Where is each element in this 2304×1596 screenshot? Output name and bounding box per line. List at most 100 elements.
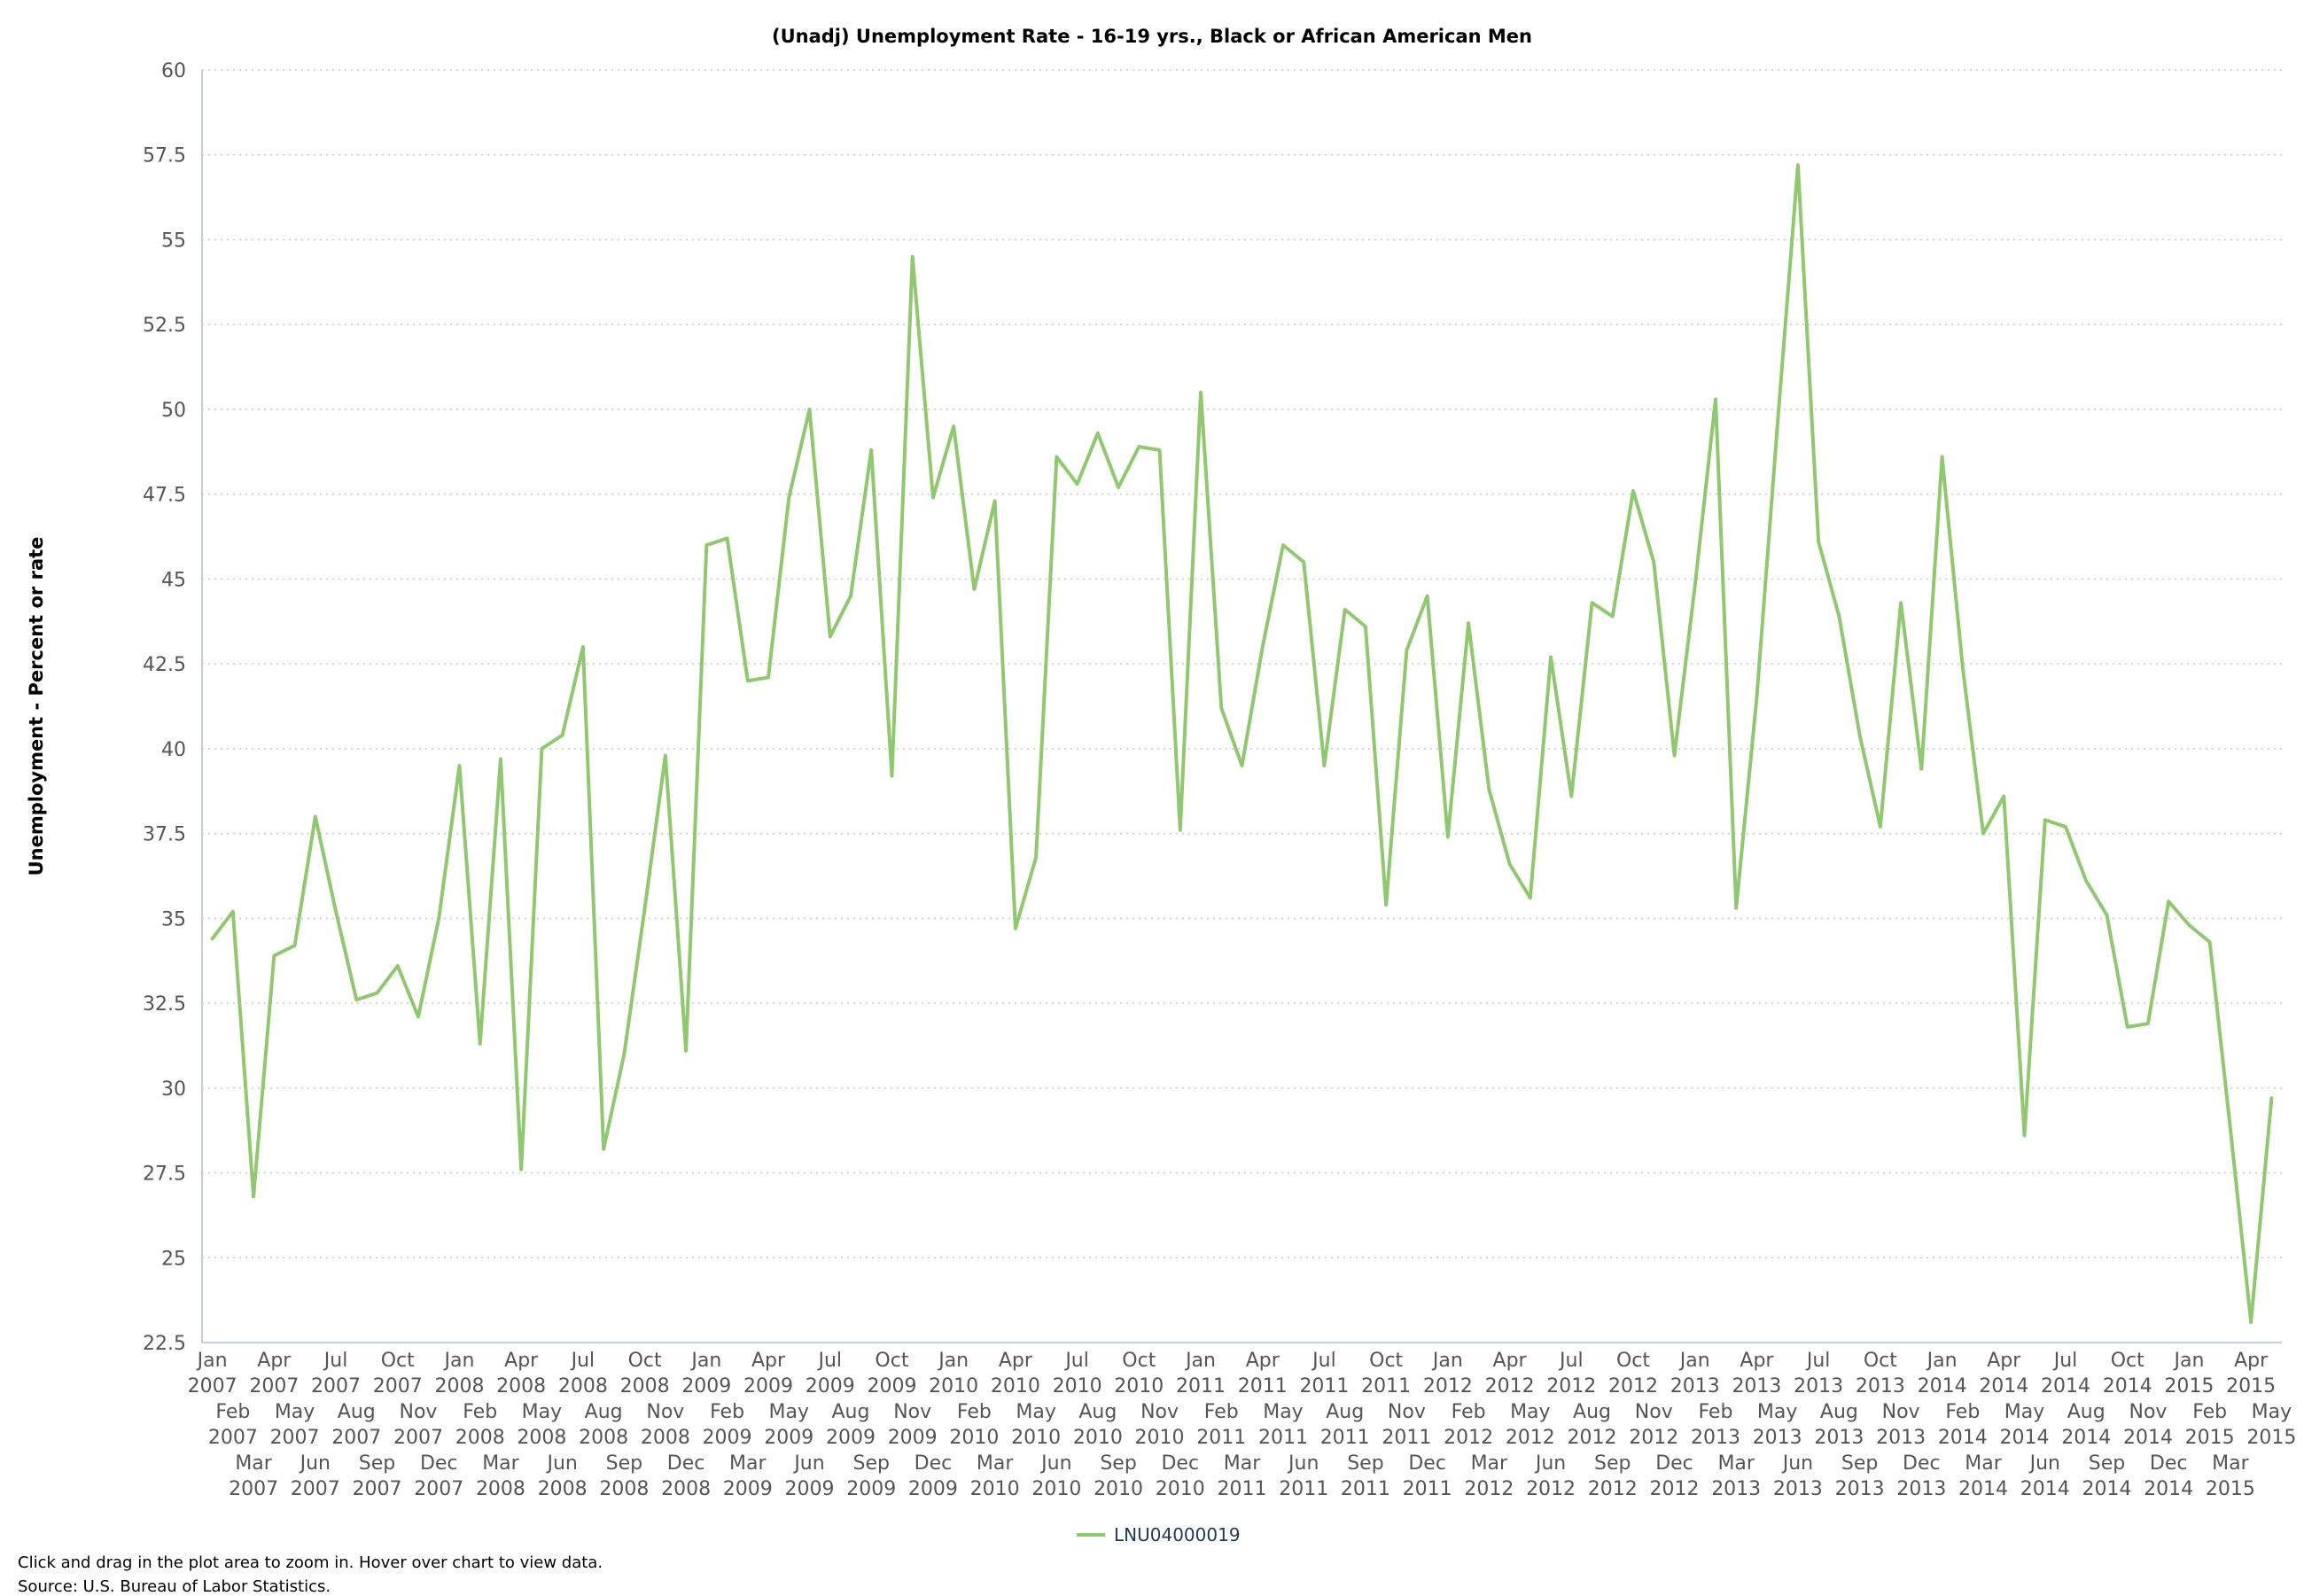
legend-label: LNU04000019 xyxy=(1114,1524,1241,1545)
x-tick-year: 2007 xyxy=(291,1478,340,1500)
x-tick-year: 2007 xyxy=(270,1427,320,1449)
legend-swatch xyxy=(1077,1533,1105,1537)
x-tick-year: 2011 xyxy=(1238,1375,1288,1397)
chart-title: (Unadj) Unemployment Rate - 16-19 yrs., … xyxy=(772,26,1532,47)
y-tick-label: 55 xyxy=(161,230,186,252)
x-tick-month: Mar xyxy=(1224,1452,1261,1475)
x-tick-month: Oct xyxy=(628,1350,662,1372)
x-tick-month: Mar xyxy=(1717,1452,1755,1475)
x-tick-year: 2011 xyxy=(1218,1478,1267,1500)
x-tick-year: 2009 xyxy=(806,1375,855,1397)
x-tick-month: May xyxy=(1510,1401,1550,1423)
x-tick-month: Oct xyxy=(1864,1350,1897,1372)
x-tick-month: Aug xyxy=(338,1401,376,1423)
x-tick-month: Jan xyxy=(1184,1350,1216,1372)
x-tick-year: 2012 xyxy=(1423,1375,1473,1397)
x-tick-month: Feb xyxy=(463,1401,497,1423)
x-tick-month: Aug xyxy=(1078,1401,1117,1423)
x-tick-month: Dec xyxy=(667,1452,705,1475)
x-tick-month: Jul xyxy=(1311,1350,1336,1372)
x-tick-year: 2009 xyxy=(888,1427,938,1449)
legend[interactable]: LNU04000019 xyxy=(1077,1524,1241,1545)
x-tick-year: 2007 xyxy=(208,1427,258,1449)
x-tick-month: Jun xyxy=(1039,1452,1071,1475)
x-tick-year: 2008 xyxy=(599,1478,649,1500)
y-tick-label: 45 xyxy=(161,569,186,591)
x-tick-year: 2011 xyxy=(1382,1427,1431,1449)
x-tick-year: 2008 xyxy=(641,1427,690,1449)
x-tick-year: 2010 xyxy=(991,1375,1040,1397)
x-tick-month: Feb xyxy=(957,1401,992,1423)
y-axis-ticks: 22.5 25 27.5 30 32.5 35 37.5 40 42.5 45 47.5 50 52.5… xyxy=(143,60,186,1355)
x-tick-year: 2014 xyxy=(2082,1478,2131,1500)
x-tick-month: Feb xyxy=(1945,1401,1980,1423)
x-tick-year: 2012 xyxy=(1444,1427,1493,1449)
x-tick-month: Jan xyxy=(937,1350,969,1372)
x-tick-year: 2012 xyxy=(1649,1478,1699,1500)
x-tick-month: Jun xyxy=(1781,1452,1813,1475)
x-tick-month: Aug xyxy=(2067,1401,2106,1423)
x-tick-year: 2014 xyxy=(2000,1427,2050,1449)
x-tick-month: Apr xyxy=(257,1350,292,1372)
y-tick-label: 57.5 xyxy=(143,145,186,167)
x-tick-year: 2013 xyxy=(1814,1427,1864,1449)
x-tick-month: May xyxy=(275,1401,315,1423)
x-tick-month: Nov xyxy=(1388,1401,1426,1423)
x-tick-year: 2014 xyxy=(2103,1375,2152,1397)
x-tick-year: 2010 xyxy=(949,1427,999,1449)
x-tick-month: Nov xyxy=(893,1401,931,1423)
x-tick-month: Jul xyxy=(570,1350,595,1372)
x-tick-year: 2012 xyxy=(1546,1375,1596,1397)
chart-source: Source: U.S. Bureau of Labor Statistics. xyxy=(18,1577,331,1596)
x-tick-year: 2011 xyxy=(1176,1375,1226,1397)
x-tick-month: May xyxy=(1263,1401,1303,1423)
x-tick-month: Feb xyxy=(215,1401,250,1423)
x-tick-month: Dec xyxy=(420,1452,458,1475)
x-tick-month: Jan xyxy=(2172,1350,2204,1372)
x-tick-month: Jun xyxy=(299,1452,331,1475)
x-tick-month: Dec xyxy=(1408,1452,1446,1475)
x-tick-year: 2010 xyxy=(1053,1375,1102,1397)
x-tick-year: 2014 xyxy=(2020,1478,2070,1500)
x-tick-year: 2013 xyxy=(1732,1375,1781,1397)
x-tick-month: Feb xyxy=(2192,1401,2227,1423)
x-tick-year: 2013 xyxy=(1691,1427,1740,1449)
x-tick-month: Aug xyxy=(1820,1401,1858,1423)
x-tick-year: 2010 xyxy=(1011,1427,1061,1449)
x-tick-year: 2009 xyxy=(908,1478,958,1500)
x-tick-month: Sep xyxy=(852,1452,889,1475)
x-tick-year: 2011 xyxy=(1258,1427,1308,1449)
x-tick-year: 2008 xyxy=(661,1478,711,1500)
x-tick-month: May xyxy=(522,1401,562,1423)
x-tick-year: 2009 xyxy=(785,1478,835,1500)
x-tick-year: 2011 xyxy=(1299,1375,1349,1397)
x-tick-year: 2011 xyxy=(1403,1478,1452,1500)
x-tick-month: Jul xyxy=(1805,1350,1831,1372)
x-tick-month: Mar xyxy=(729,1452,767,1475)
x-tick-month: Jan xyxy=(443,1350,475,1372)
x-tick-year: 2007 xyxy=(373,1375,423,1397)
x-tick-year: 2008 xyxy=(434,1375,484,1397)
y-tick-label: 60 xyxy=(161,60,186,82)
x-tick-year: 2007 xyxy=(249,1375,299,1397)
x-tick-month: Nov xyxy=(2129,1401,2167,1423)
x-tick-month: Sep xyxy=(359,1452,395,1475)
x-tick-month: Dec xyxy=(1161,1452,1199,1475)
series-line-lnu04000019[interactable] xyxy=(210,163,2274,1325)
x-tick-year: 2012 xyxy=(1485,1375,1535,1397)
x-tick-month: Jun xyxy=(1534,1452,1566,1475)
x-tick-year: 2011 xyxy=(1279,1478,1328,1500)
x-tick-year: 2010 xyxy=(1135,1427,1185,1449)
x-tick-month: Jan xyxy=(689,1350,721,1372)
x-tick-year: 2009 xyxy=(723,1478,773,1500)
x-tick-year: 2010 xyxy=(1114,1375,1164,1397)
x-tick-month: Jul xyxy=(1063,1350,1089,1372)
x-tick-month: Oct xyxy=(1369,1350,1403,1372)
x-tick-year: 2008 xyxy=(558,1375,608,1397)
x-tick-year: 2015 xyxy=(2226,1375,2276,1397)
x-tick-month: Oct xyxy=(2111,1350,2144,1372)
x-tick-month: Jan xyxy=(196,1350,228,1372)
x-tick-month: Mar xyxy=(2212,1452,2249,1475)
x-tick-month: Jan xyxy=(1678,1350,1710,1372)
